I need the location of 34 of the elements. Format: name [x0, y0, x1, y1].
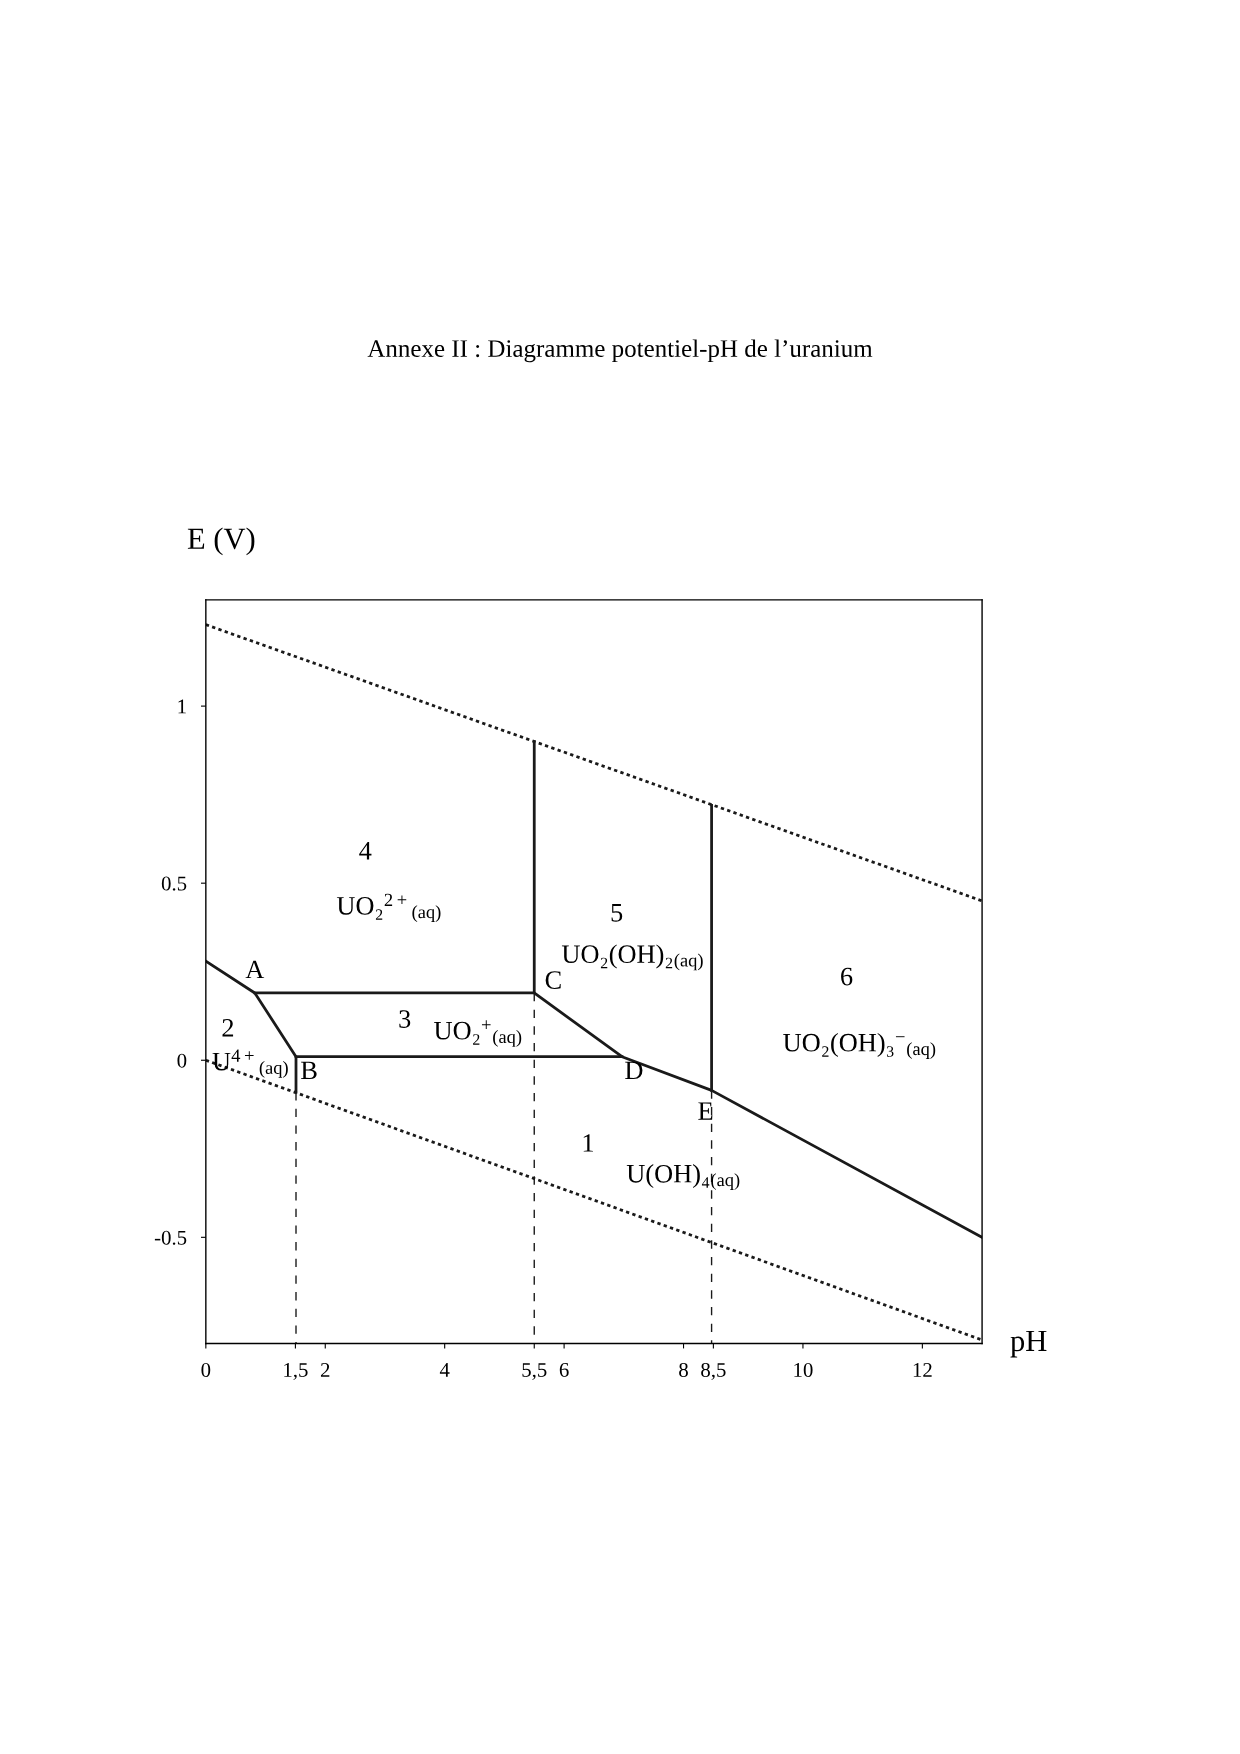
y-tick-label: 1 [178, 699, 186, 714]
x-tick-label: 1,5 [284, 1363, 308, 1380]
x-tick-label: 12 [913, 1362, 932, 1377]
annotation: UO₂(OH)₂$_{(aq)}$ [561, 944, 703, 971]
x-tick-label: 4 [439, 1363, 450, 1377]
annotation: C [545, 971, 561, 989]
annotation: B [301, 1061, 317, 1080]
annotation: A [245, 960, 265, 979]
annotation: UO₂$^{2+}$$_{(aq)}$ [336, 893, 441, 922]
annotation: U$^{4+}$$_{(aq)}$ [212, 1049, 288, 1078]
annotation: D [625, 1061, 643, 1080]
x-tick-label: 2 [320, 1362, 330, 1377]
annotation: UO₂$^{+}$$_{(aq)}$ [434, 1020, 522, 1047]
x-tick-label: 6 [559, 1362, 569, 1377]
annotation: 1 [583, 1134, 593, 1152]
annotation: E [698, 1102, 713, 1120]
y-tick-label: -0.5 [154, 1230, 187, 1245]
annotation: 2 [222, 1019, 234, 1037]
x-tick-label: 0 [201, 1362, 211, 1377]
y-axis-title: E (V) [187, 527, 255, 556]
y-tick-label: 0.5 [161, 876, 187, 891]
x-tick-label: 8,5 [701, 1362, 726, 1380]
y-tick-label: 0 [177, 1053, 187, 1068]
annotation: UO₂(OH)₃$^{−}$$_{(aq)}$ [783, 1033, 936, 1059]
chart-title: Annexe II : Diagramme potentiel-pH de l’uranium [367, 339, 873, 363]
annotation: U(OH)₄$_{(aq)}$ [626, 1164, 740, 1190]
annotation: 5 [611, 904, 623, 922]
annotation: 4 [359, 842, 372, 860]
x-axis-title: pH [1010, 1330, 1047, 1358]
annotation: 3 [399, 1010, 411, 1028]
x-tick-label: 5,5 [522, 1363, 547, 1380]
x-tick-label: 10 [794, 1362, 813, 1377]
x-tick-label: 8 [679, 1362, 688, 1377]
annotation: 6 [841, 967, 853, 986]
